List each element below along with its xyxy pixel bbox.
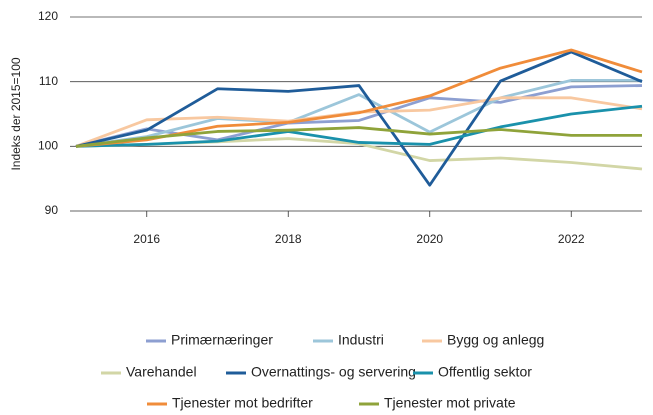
y-tick-label: 90 — [45, 203, 59, 217]
series-line — [75, 84, 643, 148]
y-tick-label: 100 — [38, 139, 58, 153]
x-tick-label: 2016 — [133, 232, 160, 246]
y-axis-label: Indeks der 2015=100 — [9, 57, 23, 170]
x-tick-label: 2018 — [275, 232, 302, 246]
x-tick-label: 2022 — [558, 232, 585, 246]
series-line — [75, 126, 642, 148]
series-line — [75, 78, 642, 148]
legend-label: Bygg og anlegg — [447, 332, 544, 348]
series-line — [75, 104, 643, 148]
legend-label: Overnattings- og servering — [251, 364, 416, 380]
legend-label: Industri — [338, 332, 384, 348]
x-tick-label: 2020 — [416, 232, 443, 246]
legend-label: Varehandel — [126, 364, 197, 380]
y-tick-label: 110 — [39, 74, 58, 88]
legend-label: Tjenester mot bedrifter — [172, 395, 313, 411]
legend-label: Primærnæringer — [171, 332, 273, 348]
legend-label: Offentlig sektor — [438, 364, 532, 380]
y-tick-label: 120 — [38, 9, 58, 23]
series-line — [75, 50, 643, 187]
legend-label: Tjenester mot private — [384, 395, 516, 411]
